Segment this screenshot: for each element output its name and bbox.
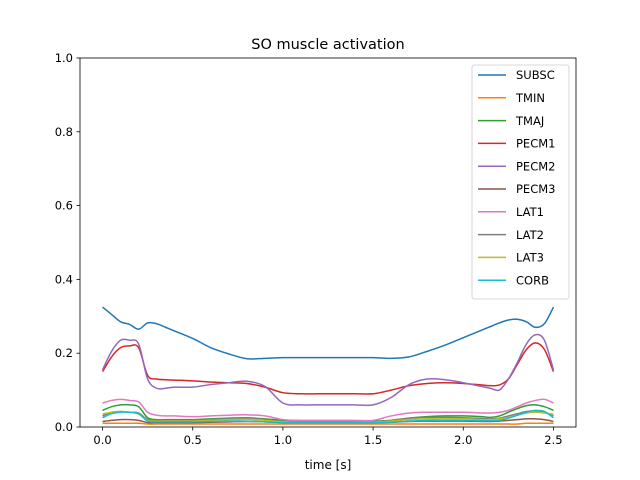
y-tick-label: 0.0 (55, 420, 73, 434)
x-axis-label: time [s] (305, 458, 352, 472)
series-line-lat1 (102, 398, 554, 422)
x-tick-label: 1.0 (274, 433, 292, 447)
y-tick-label: 0.2 (55, 346, 73, 360)
y-tick-label: 0.8 (55, 125, 73, 139)
legend-label-pecm2: PECM2 (516, 159, 555, 173)
legend-label-pecm3: PECM3 (516, 182, 555, 196)
y-tick-label: 0.4 (55, 272, 73, 286)
series-line-subsc (102, 306, 555, 360)
legend-label-pecm1: PECM1 (516, 137, 555, 151)
y-tick-label: 1.0 (55, 51, 73, 65)
legend-label-lat3: LAT3 (516, 251, 544, 265)
legend-label-tmaj: TMAJ (515, 114, 544, 128)
series-line-corb (102, 409, 554, 424)
plot-frame (79, 57, 577, 428)
chart-title: SO muscle activation (251, 37, 404, 53)
series-line-pecm2 (101, 333, 555, 407)
x-tick-label: 2.0 (454, 433, 472, 447)
series-lines (101, 306, 555, 425)
legend-label-corb: CORB (516, 273, 549, 287)
y-tick-label: 0.6 (55, 199, 73, 213)
legend-label-tmin: TMIN (515, 91, 545, 105)
legend-box (471, 64, 570, 300)
series-line-pecm1 (101, 342, 555, 395)
x-tick-label: 1.5 (364, 433, 382, 447)
series-line-tmin (102, 422, 554, 425)
legend-label-lat2: LAT2 (516, 228, 544, 242)
axes: 0.0 0.5 1.0 1.5 2.0 2.5 0.0 0.2 0.4 0.6 0.8 1.0 (55, 51, 577, 447)
x-tick-label: 2.5 (544, 433, 562, 447)
legend-label-lat1: LAT1 (516, 205, 544, 219)
x-tick-label: 0.5 (184, 433, 202, 447)
legend: SUBSC TMIN TMAJ PECM1 PECM2 PECM3 LAT1 LAT2 LAT3… (471, 64, 570, 300)
legend-label-subsc: SUBSC (516, 68, 555, 82)
x-tick-label: 0.0 (93, 433, 111, 447)
